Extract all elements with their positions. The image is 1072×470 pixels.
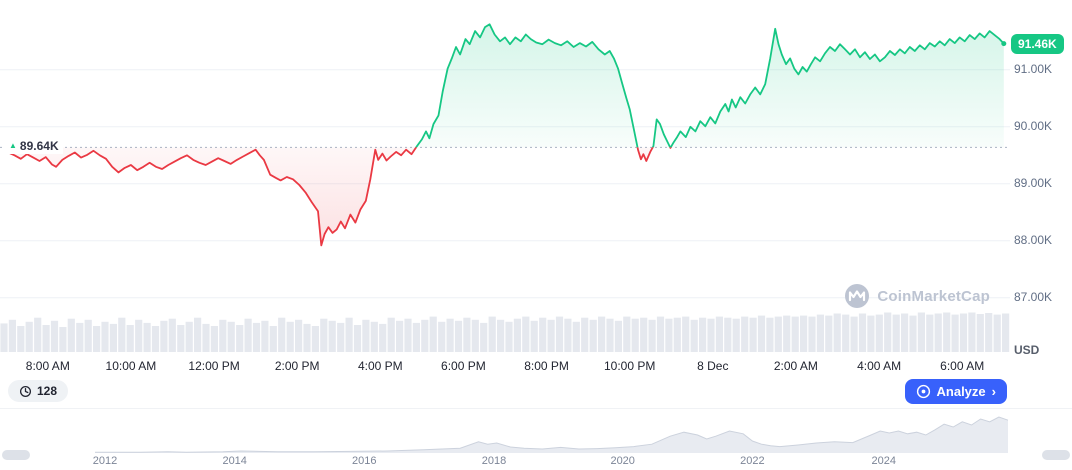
analyze-button[interactable]: Analyze ›: [904, 379, 1007, 404]
price-area-up: [416, 24, 1004, 148]
price-area-down: [8, 147, 1004, 246]
time-axis-label: 4:00 AM: [857, 359, 902, 373]
history-count: 128: [37, 384, 58, 398]
price-axis-unit-label: USD: [1014, 343, 1040, 357]
price-axis-label: 87.00K: [1014, 289, 1053, 304]
time-axis-label: 8:00 PM: [524, 359, 569, 373]
coinmarketcap-logo-icon: [845, 284, 870, 308]
time-axis-label: 6:00 AM: [940, 359, 985, 373]
time-axis-label: 8:00 AM: [25, 359, 70, 373]
time-axis-label: 10:00 AM: [105, 359, 157, 373]
timeline-scroll-handle-right[interactable]: [1042, 450, 1070, 460]
time-axis-label: 2:00 PM: [274, 359, 320, 373]
date-range-timeline[interactable]: 2012 2014 2016 2018 2020 2022 2024: [0, 408, 1072, 470]
time-axis-label: 2:00 AM: [773, 359, 818, 373]
timeline-year-label: 2018: [481, 455, 507, 467]
timeline-line: [95, 416, 1009, 453]
coinmarketcap-watermark: CoinMarketCap: [844, 283, 990, 309]
timeline-year-label: 2022: [740, 455, 765, 467]
analyze-sparkle-icon: [916, 384, 930, 399]
price-axis-label: 88.00K: [1014, 232, 1053, 247]
current-price-value: 91.46K: [1018, 36, 1057, 51]
clock-history-icon: [19, 385, 32, 397]
analyze-label: Analyze: [936, 384, 986, 399]
timeline-area: [95, 417, 1008, 453]
timeline-scroll-handle-left[interactable]: [2, 450, 30, 460]
timeline-mini-chart[interactable]: [0, 409, 1072, 470]
time-axis-label: 10:00 PM: [604, 359, 656, 373]
timeline-year-label: 2016: [352, 455, 377, 467]
price-up-arrow-icon: ▲: [9, 141, 17, 151]
price-axis-label: 89.00K: [1014, 175, 1053, 190]
timeline-year-label: 2012: [92, 455, 118, 467]
time-axis-label: 6:00 PM: [441, 359, 486, 373]
chevron-right-icon: ›: [991, 384, 996, 399]
history-count-badge[interactable]: 128: [8, 380, 69, 402]
price-line-up: [415, 23, 1005, 148]
baseline-price-value: 89.64K: [19, 139, 59, 154]
time-axis: 8:00 AM 10:00 AM 12:00 PM 2:00 PM 4:00 PM 6:0…: [0, 359, 1010, 375]
last-price-dot: [1001, 41, 1007, 47]
time-axis-label: 8 Dec: [697, 359, 729, 373]
current-price-badge: 91.46K: [1011, 33, 1064, 54]
timeline-year-label: 2020: [610, 455, 635, 467]
price-axis-label: 90.00K: [1014, 118, 1053, 133]
baseline-price-label: ▲ 89.64K: [5, 138, 63, 155]
time-axis-label: 4:00 PM: [357, 359, 403, 373]
price-line-down: [7, 147, 672, 247]
volume-bars: [0, 312, 1010, 352]
time-axis-label: 12:00 PM: [188, 359, 240, 373]
price-axis-label: 91.00K: [1014, 61, 1053, 76]
timeline-year-label: 2014: [222, 455, 247, 467]
price-chart[interactable]: [0, 0, 1010, 375]
watermark-text: CoinMarketCap: [877, 287, 990, 305]
timeline-year-label: 2024: [871, 455, 897, 467]
